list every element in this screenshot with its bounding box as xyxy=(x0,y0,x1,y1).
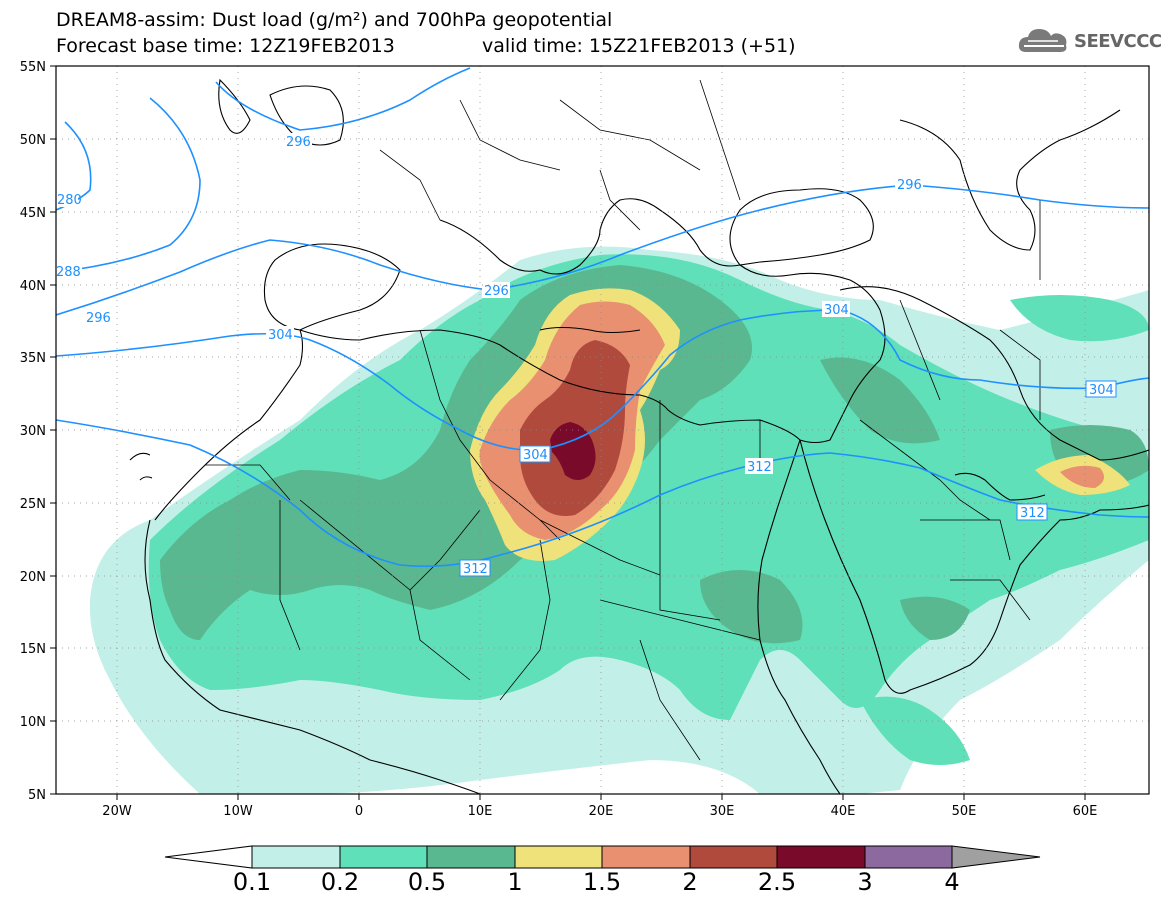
lon-tick-label: 50E xyxy=(952,804,977,819)
contour-labels: 280 288 296 296 296 296 304 304 304 304 … xyxy=(56,133,1117,577)
lon-tick-label: 10E xyxy=(468,804,493,819)
lat-tick-label: 45N xyxy=(20,206,46,221)
contour-label: 304 xyxy=(1089,383,1114,398)
lat-tick-label: 15N xyxy=(20,642,46,657)
colorbar-label: 0.1 xyxy=(232,868,272,896)
cloud-icon xyxy=(1018,29,1067,52)
lat-tick-label: 50N xyxy=(20,133,46,148)
lat-tick-label: 10N xyxy=(20,715,46,730)
contour-label: 304 xyxy=(268,328,293,343)
gridlines xyxy=(56,66,1149,794)
contour-label: 296 xyxy=(286,135,311,150)
lat-tick-label: 40N xyxy=(20,279,46,294)
colorbar-segment xyxy=(251,845,341,869)
colorbar-label: 1 xyxy=(507,868,523,896)
colorbar-segment xyxy=(426,845,516,869)
colorbar-label: 2 xyxy=(682,868,698,896)
lon-tick-label: 30E xyxy=(710,804,735,819)
colorbar xyxy=(164,845,1041,869)
lat-tick-label: 35N xyxy=(20,351,46,366)
contour-label: 304 xyxy=(824,303,849,318)
colorbar-label: 1.5 xyxy=(582,868,622,896)
lon-tick-label: 20W xyxy=(102,804,132,819)
colorbar-label: 2.5 xyxy=(757,868,797,896)
contour-label: 288 xyxy=(56,265,81,280)
contour-label: 312 xyxy=(747,460,772,475)
dust-fill-2.5 xyxy=(550,422,596,480)
colorbar-label: 0.5 xyxy=(407,868,447,896)
logo-text: SEEVCCC xyxy=(1074,30,1162,52)
colorbar-segment xyxy=(514,845,603,869)
country-borders xyxy=(205,79,1041,761)
colorbar-label: 4 xyxy=(944,868,960,896)
lon-tick-label: 20E xyxy=(589,804,614,819)
contour-label: 312 xyxy=(463,562,488,577)
contour-label: 304 xyxy=(523,448,548,463)
colorbar-segment xyxy=(689,845,778,869)
map-title: DREAM8-assim: Dust load (g/m²) and 700hP… xyxy=(56,9,613,31)
lat-tick-label: 55N xyxy=(20,60,46,75)
lon-tick-labels: 20W 10W 0 10E 20E 30E 40E 50E 60E xyxy=(102,804,1097,819)
coastlines xyxy=(129,78,1149,794)
geopotential-contours xyxy=(56,67,1149,568)
colorbar-label: 0.2 xyxy=(320,868,360,896)
lat-tick-label: 20N xyxy=(20,570,46,585)
lat-tick-label: 25N xyxy=(20,497,46,512)
contour-label: 312 xyxy=(1020,506,1045,521)
contour-label: 296 xyxy=(484,284,509,299)
dust-fill-0.2 xyxy=(148,254,1149,765)
colorbar-over-arrow xyxy=(951,845,1041,869)
lon-tick-label: 10W xyxy=(223,804,253,819)
axis-ticks xyxy=(50,65,1086,800)
colorbar-segment xyxy=(339,845,428,869)
lon-tick-label: 40E xyxy=(831,804,856,819)
seevccc-logo: SEEVCCC xyxy=(1018,24,1162,58)
colorbar-label: 3 xyxy=(857,868,873,896)
colorbar-under-arrow xyxy=(164,845,253,869)
contour-label: 296 xyxy=(86,311,111,326)
lon-tick-label: 60E xyxy=(1073,804,1098,819)
contour-label: 280 xyxy=(57,193,82,208)
contour-label: 296 xyxy=(897,178,922,193)
lat-tick-labels: 55N 50N 45N 40N 35N 30N 25N 20N 15N 10N … xyxy=(20,60,46,803)
lat-tick-label: 5N xyxy=(28,788,46,803)
lon-tick-label: 0 xyxy=(355,804,363,819)
colorbar-segment xyxy=(601,845,691,869)
lat-tick-label: 30N xyxy=(20,424,46,439)
forecast-base-time: Forecast base time: 12Z19FEB2013 xyxy=(56,35,395,57)
colorbar-segment xyxy=(864,845,953,869)
map-area: 280 288 296 296 296 296 304 304 304 304 … xyxy=(56,66,1149,794)
valid-time: valid time: 15Z21FEB2013 (+51) xyxy=(482,35,796,57)
colorbar-segment xyxy=(776,845,866,869)
